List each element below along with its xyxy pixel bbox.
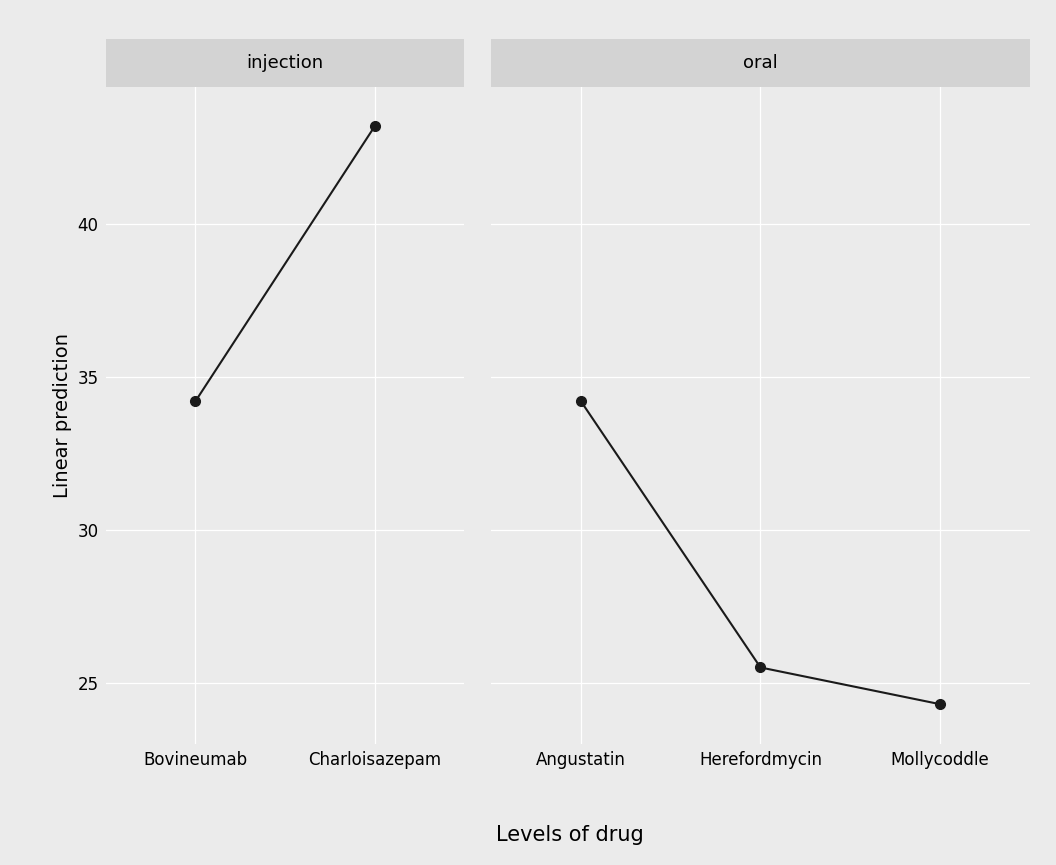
Y-axis label: Linear prediction: Linear prediction	[53, 333, 72, 497]
Text: oral: oral	[743, 54, 778, 72]
Text: Levels of drug: Levels of drug	[496, 824, 644, 845]
Text: injection: injection	[246, 54, 323, 72]
